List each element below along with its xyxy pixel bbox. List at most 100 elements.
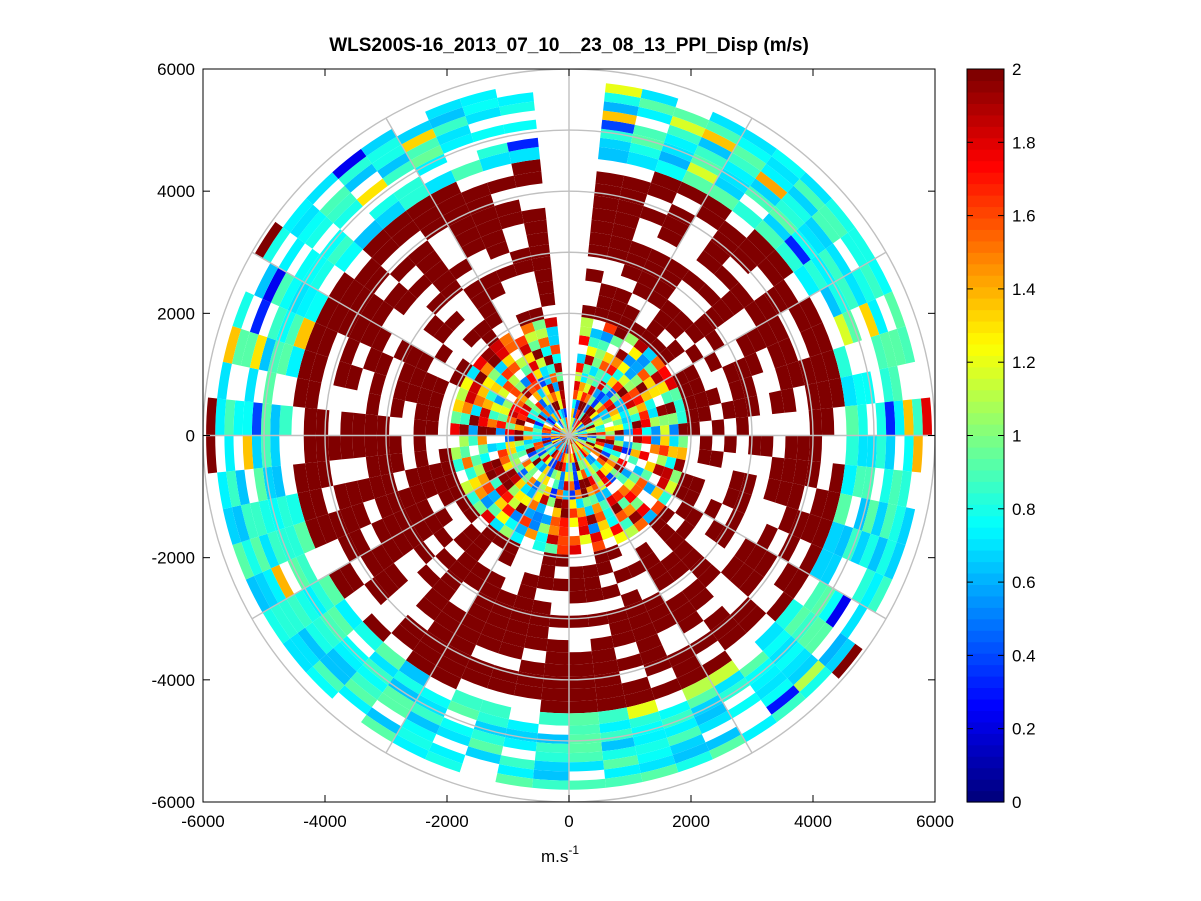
colorbar-band (967, 366, 1004, 379)
dispersion-cell (297, 490, 317, 522)
dispersion-cell (515, 310, 533, 327)
dispersion-cell (356, 178, 388, 207)
dispersion-cell (459, 446, 471, 459)
x-axis-label-base: m.s (541, 847, 568, 866)
colorbar-band (967, 779, 1004, 792)
dispersion-cell (278, 598, 305, 633)
dispersion-cell (504, 517, 519, 531)
dispersion-cell (498, 641, 524, 660)
dispersion-cell (744, 543, 768, 571)
dispersion-cell (477, 425, 488, 436)
colorbar-band (967, 698, 1004, 711)
dispersion-cell (588, 494, 599, 506)
dispersion-cell (799, 172, 832, 205)
dispersion-cell (548, 447, 557, 456)
dispersion-cell (658, 445, 670, 457)
dispersion-cell (425, 98, 463, 121)
dispersion-cell (297, 627, 327, 661)
dispersion-cell (527, 450, 538, 459)
dispersion-cell (575, 498, 585, 509)
dispersion-cell (363, 347, 383, 373)
dispersion-cell (215, 398, 227, 436)
dispersion-cell (461, 401, 474, 415)
dispersion-cell (432, 578, 457, 601)
dispersion-cell (402, 525, 424, 549)
dispersion-cell (657, 505, 676, 524)
dispersion-cell (797, 616, 826, 648)
x-tick-label: -2000 (425, 812, 468, 831)
dispersion-cell (360, 321, 382, 348)
colorbar-band (967, 492, 1004, 505)
dispersion-cell (462, 328, 482, 348)
dispersion-cell (470, 454, 482, 467)
colorbar-band (967, 538, 1004, 551)
dispersion-cell (667, 203, 696, 227)
dispersion-cell (851, 568, 876, 604)
azimuth-spoke (568, 434, 887, 620)
dispersion-cell (572, 389, 579, 400)
dispersion-cell (569, 535, 581, 546)
dispersion-cell (401, 718, 437, 743)
colorbar-band (967, 561, 1004, 574)
dispersion-cell (554, 423, 563, 431)
dispersion-cell (531, 348, 544, 361)
dispersion-cell (570, 417, 573, 427)
dispersion-cell (487, 502, 502, 518)
dispersion-cell (619, 517, 634, 531)
dispersion-cell (553, 498, 563, 509)
dispersion-cell (581, 415, 590, 424)
colorbar-band (967, 298, 1004, 311)
dispersion-cell (497, 92, 534, 107)
dispersion-cell (634, 737, 670, 756)
dispersion-cell (480, 347, 496, 362)
dispersion-cell (516, 449, 528, 458)
dispersion-cell (420, 630, 449, 655)
dispersion-cell (278, 238, 305, 273)
dispersion-cell (754, 621, 785, 652)
dispersion-cell (546, 393, 555, 404)
dispersion-cell (804, 622, 833, 655)
dispersion-cell (546, 363, 556, 375)
dispersion-cell (569, 566, 584, 580)
dispersion-cell (348, 314, 371, 343)
dispersion-cell (251, 402, 263, 436)
dispersion-cell (677, 472, 694, 489)
dispersion-cell (513, 463, 525, 474)
dispersion-cell (592, 417, 603, 425)
dispersion-cell (319, 185, 351, 217)
dispersion-cell (315, 409, 330, 436)
dispersion-cell (605, 435, 615, 441)
dispersion-cell (424, 170, 457, 195)
dispersion-cell (578, 450, 586, 460)
dispersion-cell (546, 467, 555, 478)
dispersion-cell (476, 142, 509, 160)
dispersion-cell (646, 561, 668, 581)
dispersion-cell (405, 650, 437, 677)
dispersion-cell (616, 199, 644, 218)
dispersion-cell (520, 572, 540, 588)
dispersion-cell (514, 522, 529, 536)
dispersion-cell (284, 525, 305, 558)
dispersion-cell (224, 399, 236, 436)
dispersion-cell (425, 420, 439, 436)
dispersion-cell (697, 405, 712, 422)
dispersion-cell (472, 355, 488, 371)
dispersion-cell (828, 463, 845, 494)
dispersion-cell (596, 380, 607, 391)
dispersion-cell (554, 390, 562, 401)
dispersion-cell (624, 367, 637, 381)
dispersion-cell (587, 435, 597, 439)
dispersion-cell (448, 215, 476, 238)
dispersion-cell (818, 248, 844, 282)
dispersion-cell (468, 737, 504, 756)
dispersion-cell (621, 676, 651, 696)
dispersion-cell (556, 420, 564, 429)
dispersion-cell (672, 107, 710, 129)
dispersion-cell (563, 453, 568, 463)
dispersion-cell (879, 468, 894, 504)
dispersion-cell (442, 644, 471, 668)
dispersion-cell (576, 507, 587, 518)
dispersion-cell (652, 571, 675, 592)
dispersion-cell (524, 398, 535, 409)
y-tick-label: -6000 (152, 793, 195, 812)
